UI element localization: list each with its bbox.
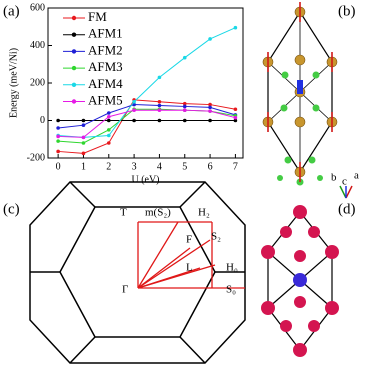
axis-label: a (354, 170, 359, 182)
brillouin-zone (29, 181, 246, 364)
bz-point: S₀ (226, 284, 236, 296)
axis-label: c (342, 176, 347, 188)
data-point (81, 141, 86, 145)
data-point (132, 118, 136, 123)
axis-label: b (331, 172, 337, 184)
data-point (208, 109, 212, 113)
x-tick-label: 4 (157, 161, 162, 172)
panel-label: (a) (3, 3, 20, 19)
series-line (58, 27, 236, 138)
x-tick-label: 7 (233, 161, 238, 172)
energy-chart: -200 0 200 400 600 0 1 2 3 4 5 6 7 U (eV) Energy (meV/… (8, 2, 244, 185)
data-point (157, 75, 162, 80)
data-point (81, 151, 86, 156)
x-tick-label: 1 (81, 161, 86, 172)
data-point (182, 55, 187, 60)
data-point (157, 99, 162, 104)
data-point (157, 118, 162, 123)
x-tick-label: 3 (132, 161, 137, 172)
data-point (182, 108, 187, 112)
x-tick-label: 5 (182, 161, 187, 172)
bz-point: F (186, 234, 192, 246)
bz-paths (137, 221, 245, 289)
data-point (132, 99, 136, 104)
atoms-d (261, 205, 339, 357)
panel-labels: (a) (b) (c) (d) (3, 3, 356, 217)
data-point (56, 134, 60, 139)
bz-point: T (120, 207, 127, 219)
legend-marker (71, 82, 77, 88)
data-point (208, 37, 212, 41)
data-point (106, 141, 111, 145)
legend-marker (71, 15, 77, 21)
data-point (106, 128, 111, 132)
crystal-axes: b c a (331, 170, 359, 199)
bz-point: L (186, 262, 193, 274)
legend-label: AFM2 (88, 42, 123, 57)
x-tick-label: 0 (56, 161, 61, 172)
data-point (208, 102, 212, 107)
data-point (56, 126, 60, 130)
data-point (106, 133, 111, 138)
data-point (81, 135, 86, 140)
data-point (157, 103, 162, 108)
data-point (233, 118, 238, 123)
legend-marker (71, 49, 77, 54)
legend-marker (71, 65, 77, 71)
y-tick-label: -200 (27, 152, 45, 163)
x-tick-label: 6 (208, 161, 213, 172)
data-point (132, 108, 136, 112)
data-point (233, 25, 238, 30)
plot-frame (47, 7, 244, 159)
panel-label: (d) (338, 201, 356, 217)
bz-point: S₂ (211, 231, 221, 243)
data-point (106, 118, 111, 123)
data-point (233, 115, 238, 120)
y-tick-label: 0 (40, 115, 45, 126)
legend-label: FM (88, 9, 107, 24)
bz-point: m(S₂) (145, 207, 171, 219)
data-point (182, 104, 187, 109)
series-line (58, 99, 236, 154)
data-point (81, 123, 86, 127)
data-point (56, 139, 60, 143)
data-point (81, 118, 86, 123)
x-axis-label: U (eV) (131, 174, 159, 185)
bz-point: H₀ (226, 262, 238, 274)
data-point (56, 149, 60, 154)
legend-marker (71, 99, 77, 104)
data-point (182, 118, 187, 123)
data-point (106, 114, 111, 119)
data-point (157, 108, 162, 112)
bz-labels: T m(S₂) H₂ F S₂ L H₀ Γ S₀ (120, 207, 238, 296)
legend-label: AFM3 (88, 59, 123, 74)
panel-label: (c) (3, 201, 20, 217)
data-point (106, 111, 111, 115)
legend-label: AFM1 (88, 26, 123, 41)
panel-label: (b) (338, 3, 356, 19)
data-point (182, 101, 187, 106)
y-tick-label: 200 (30, 77, 45, 88)
series-line (58, 109, 236, 138)
legend-marker (71, 32, 77, 37)
bz-point: H₂ (198, 207, 210, 219)
series-line (58, 104, 236, 129)
y-tick-label: 600 (30, 2, 45, 13)
data-point (208, 105, 212, 110)
atoms-b (262, 2, 338, 186)
y-axis-label: Energy (meV/Ni) (8, 48, 19, 118)
x-tick-label: 2 (106, 161, 111, 172)
data-point (233, 107, 238, 112)
data-point (56, 118, 60, 123)
bz-point: Γ (122, 284, 128, 296)
y-tick-label: 400 (30, 40, 45, 51)
data-point (208, 118, 212, 123)
legend-label: AFM5 (88, 92, 123, 107)
legend-label: AFM4 (88, 76, 123, 91)
